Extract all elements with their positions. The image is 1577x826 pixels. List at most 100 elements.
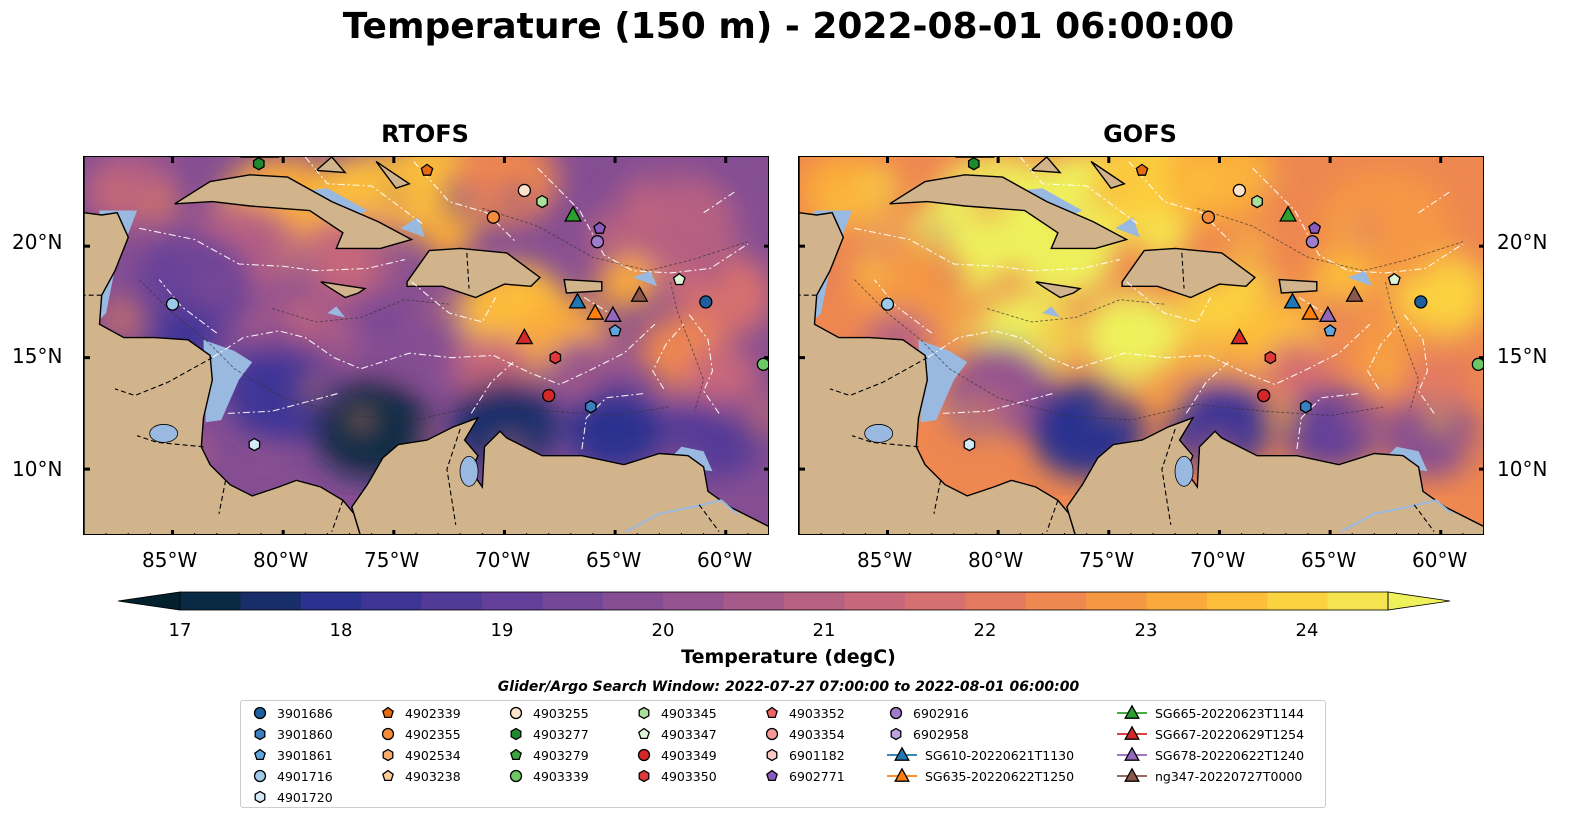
observation-marker[interactable] <box>564 205 583 222</box>
observation-marker[interactable] <box>536 194 548 209</box>
legend-item: 4903277 <box>507 725 589 743</box>
eez-boundary <box>942 392 1054 414</box>
temperature-patch <box>1182 161 1224 203</box>
observation-marker[interactable] <box>584 399 597 414</box>
legend-label: 4901716 <box>277 768 333 784</box>
observation-marker[interactable] <box>593 221 607 234</box>
observation-marker[interactable] <box>248 437 261 452</box>
observation-marker[interactable] <box>630 285 649 302</box>
eez-boundary <box>1126 281 1212 323</box>
observation-marker[interactable] <box>1308 221 1322 234</box>
observation-marker[interactable] <box>672 272 686 286</box>
observation-marker[interactable] <box>586 303 605 320</box>
observation-marker[interactable] <box>1345 285 1364 302</box>
colorbar-segment <box>1206 592 1268 610</box>
observation-marker[interactable] <box>1201 210 1216 224</box>
observation-marker[interactable] <box>1264 350 1277 365</box>
observation-marker[interactable] <box>568 292 587 309</box>
temperature-patch <box>739 408 757 427</box>
observation-marker[interactable] <box>549 350 562 365</box>
legend-label: 4902355 <box>405 726 461 742</box>
colorbar-segment <box>361 592 423 610</box>
colorbar-tick-label: 20 <box>651 620 675 641</box>
legend-item: 4901720 <box>251 788 333 806</box>
observation-marker[interactable] <box>542 388 556 403</box>
observation-marker[interactable] <box>1135 163 1149 176</box>
eez-boundary <box>1298 296 1329 316</box>
observation-marker[interactable] <box>165 297 180 311</box>
circle-marker-icon <box>637 748 651 762</box>
colorbar-segment <box>663 592 725 610</box>
observation-marker[interactable] <box>590 235 605 249</box>
bathymetry-contour <box>669 281 705 412</box>
observation-marker[interactable] <box>1251 194 1263 209</box>
colorbar-segment <box>300 592 362 610</box>
temperature-patch <box>999 396 1022 419</box>
observation-marker[interactable] <box>756 357 769 371</box>
colorbar-segment <box>844 592 906 610</box>
temperature-patch <box>257 447 275 464</box>
legend-label: SG665-20220623T1144 <box>1155 705 1305 721</box>
legend-item: 4903339 <box>507 767 589 785</box>
observation-marker[interactable] <box>1257 388 1271 403</box>
temperature-patch <box>385 185 406 206</box>
lake-nicaragua <box>149 424 179 443</box>
legend-item: SG635-20220622T1250 <box>887 767 1074 785</box>
observation-marker[interactable] <box>1414 295 1428 309</box>
colorbar-segment <box>1025 592 1087 610</box>
country-border <box>466 252 470 289</box>
legend-item: 6902916 <box>887 704 969 722</box>
legend-label: 4903339 <box>533 768 589 784</box>
temperature-patch <box>1339 394 1379 435</box>
observation-marker[interactable] <box>486 210 501 224</box>
observation-marker[interactable] <box>608 324 622 337</box>
colorbar-segment <box>784 592 845 610</box>
hexagon-marker-icon <box>382 748 394 762</box>
lat-tick-label: 10°N <box>1497 457 1548 481</box>
observation-marker[interactable] <box>1279 205 1298 222</box>
observation-marker[interactable] <box>1471 357 1484 371</box>
colorbar-segment <box>602 592 664 610</box>
country-border <box>446 428 461 525</box>
observation-marker[interactable] <box>517 183 532 198</box>
temperature-patch <box>938 262 962 285</box>
observation-marker[interactable] <box>1305 235 1320 249</box>
observation-marker[interactable] <box>1387 272 1401 286</box>
legend-item: 4902355 <box>379 725 461 743</box>
observation-marker[interactable] <box>420 163 434 176</box>
temperature-patch <box>1144 377 1187 421</box>
observation-marker[interactable] <box>1301 303 1320 320</box>
observation-marker[interactable] <box>515 327 534 345</box>
shallow-shelf <box>1347 270 1373 287</box>
observation-marker[interactable] <box>1283 292 1302 309</box>
observation-marker[interactable] <box>963 437 976 452</box>
country-border <box>851 435 919 448</box>
legend-label: ng347-20220727T0000 <box>1155 768 1303 784</box>
legend-item: ng347-20220727T0000 <box>1117 767 1302 785</box>
legend-item: 4903255 <box>507 704 589 722</box>
observation-marker[interactable] <box>252 157 265 171</box>
land-hispaniola <box>406 247 541 299</box>
observation-marker[interactable] <box>1323 324 1337 337</box>
river <box>1340 499 1453 533</box>
gofs-map[interactable] <box>798 156 1484 535</box>
observation-marker[interactable] <box>1318 305 1337 322</box>
eez-boundary <box>304 157 423 225</box>
temperature-patch <box>899 228 913 242</box>
observation-marker[interactable] <box>603 305 622 322</box>
observation-marker[interactable] <box>699 295 713 309</box>
temperature-patch <box>141 160 167 186</box>
colorbar-segment <box>1327 592 1389 610</box>
observation-marker[interactable] <box>880 297 895 311</box>
observation-marker[interactable] <box>967 157 980 171</box>
country-border <box>136 435 204 448</box>
land-puertorico <box>1278 278 1318 294</box>
colorbar-segment <box>1086 592 1147 610</box>
legend-item: 4903279 <box>507 746 589 764</box>
temperature-patch <box>951 403 967 419</box>
observation-marker[interactable] <box>1230 327 1249 345</box>
rtofs-map[interactable] <box>83 156 769 535</box>
observation-marker[interactable] <box>1232 183 1247 198</box>
pentagon-marker-icon <box>766 706 778 719</box>
observation-marker[interactable] <box>1299 399 1312 414</box>
